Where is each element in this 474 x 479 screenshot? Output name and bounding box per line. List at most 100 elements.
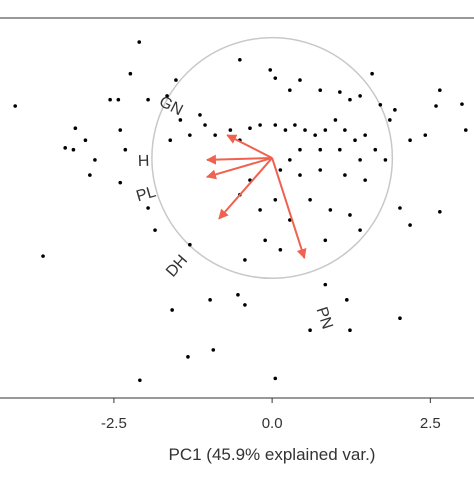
point (370, 71, 374, 76)
loading-arrow (218, 157, 273, 220)
point (13, 104, 17, 108)
point (146, 206, 150, 210)
point (263, 238, 267, 243)
point (283, 128, 288, 132)
point (137, 40, 142, 44)
point (278, 248, 283, 252)
point (238, 58, 242, 62)
point (438, 88, 442, 92)
point (228, 128, 233, 132)
point (273, 197, 278, 202)
point (116, 97, 121, 102)
loading-arrow (271, 157, 307, 259)
point (408, 138, 412, 143)
point (168, 138, 173, 143)
point (73, 126, 78, 130)
point (243, 258, 247, 262)
point (93, 158, 97, 162)
point (174, 78, 178, 82)
point (178, 118, 183, 122)
x-tick-label: -2.5 (101, 415, 127, 432)
point (318, 88, 323, 92)
point (438, 210, 442, 214)
point (278, 168, 283, 172)
point (328, 208, 333, 212)
point (323, 282, 328, 287)
point (188, 133, 192, 137)
point (353, 138, 357, 143)
point (348, 213, 352, 217)
point (388, 118, 392, 122)
loading-label: H (138, 153, 150, 170)
point (398, 206, 402, 210)
point (318, 147, 323, 152)
point (243, 303, 247, 307)
point (108, 97, 112, 102)
point (153, 228, 157, 232)
point (358, 228, 362, 232)
point (288, 88, 292, 92)
point (338, 90, 342, 94)
point (123, 147, 128, 152)
point (273, 376, 278, 381)
point (298, 147, 302, 152)
point (363, 178, 367, 182)
point (313, 133, 317, 137)
loading-label: GN (156, 93, 185, 119)
loading-arrow (205, 154, 273, 165)
point (383, 158, 388, 162)
point (423, 133, 428, 137)
point (248, 126, 252, 130)
point (343, 173, 347, 177)
point (348, 97, 352, 102)
point (83, 138, 88, 143)
point (308, 197, 312, 202)
point (211, 348, 216, 352)
point (293, 123, 297, 127)
point (393, 108, 397, 112)
point (373, 147, 378, 152)
point (236, 292, 240, 297)
point (213, 133, 217, 137)
loading-arrow (226, 134, 273, 159)
point (41, 254, 45, 258)
point (378, 102, 383, 107)
point (298, 173, 302, 177)
point (258, 123, 262, 127)
point (288, 218, 292, 222)
point (63, 146, 67, 150)
correlation-circle (151, 36, 394, 280)
point (463, 128, 468, 132)
point (348, 328, 352, 333)
loading-arrow (205, 157, 273, 180)
x-axis-title: PC1 (45.9% explained var.) (169, 445, 376, 464)
point (198, 113, 202, 117)
point (118, 128, 123, 132)
point (146, 97, 150, 102)
point (298, 78, 302, 82)
point (358, 94, 362, 98)
point (273, 123, 278, 127)
point (288, 158, 292, 162)
point (186, 355, 190, 359)
point (128, 71, 133, 76)
point (273, 76, 278, 80)
x-tick-label: 0.0 (262, 415, 283, 432)
point (408, 223, 412, 227)
point (318, 168, 323, 172)
loading-label: PN (313, 305, 336, 331)
loading-label: PL (134, 183, 158, 205)
point (343, 128, 347, 132)
point (323, 128, 328, 132)
point (398, 316, 402, 321)
point (363, 133, 367, 137)
point (308, 328, 312, 333)
point (88, 173, 92, 177)
point (338, 147, 342, 152)
point (323, 238, 328, 243)
point (188, 242, 192, 247)
point (208, 298, 212, 302)
point (203, 123, 207, 127)
loading-label: DH (163, 252, 191, 281)
point (71, 147, 76, 152)
